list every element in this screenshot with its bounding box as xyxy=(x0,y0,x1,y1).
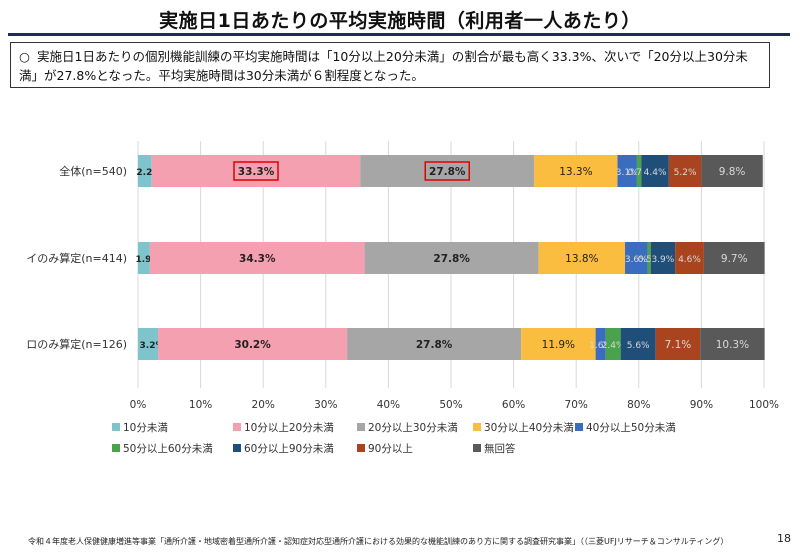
bar-segment xyxy=(138,242,150,274)
data-label: 3.6% xyxy=(625,255,648,265)
category-label: 全体(n=540) xyxy=(59,164,127,178)
data-label: 5.2% xyxy=(674,168,697,178)
data-label: 11.9% xyxy=(542,339,575,351)
data-label: 1.6% xyxy=(589,341,612,351)
bar-segment xyxy=(620,328,656,360)
bar-segment xyxy=(636,155,642,187)
bar-segment xyxy=(625,242,648,274)
data-label: 33.3% xyxy=(238,166,275,178)
legend-label: 無回答 xyxy=(484,442,516,455)
bar-segment xyxy=(605,328,621,360)
data-label: 30.2% xyxy=(234,339,271,351)
data-label: 13.8% xyxy=(565,253,598,265)
legend-swatch xyxy=(233,423,241,431)
x-tick-label: 10% xyxy=(189,399,212,411)
bar-segment xyxy=(703,242,765,274)
legend-swatch xyxy=(473,444,481,452)
data-label: 2.2% xyxy=(136,168,161,178)
x-tick-label: 20% xyxy=(252,399,275,411)
data-label: 10.3% xyxy=(716,339,749,351)
data-label: 7.1% xyxy=(665,339,692,351)
bar-segment xyxy=(655,328,701,360)
legend-label: 30分以上40分未満 xyxy=(484,422,574,434)
category-label: ロのみ算定(n=126) xyxy=(26,337,127,351)
legend-label: 60分以上90分未満 xyxy=(244,443,334,455)
bar-segment xyxy=(668,155,702,187)
data-label: 34.3% xyxy=(239,253,276,265)
data-label: 27.8% xyxy=(433,253,470,265)
data-label: 1.9% xyxy=(135,255,160,265)
bar-segment xyxy=(360,155,535,187)
data-label: 0.7% xyxy=(628,168,651,178)
x-tick-label: 50% xyxy=(439,399,462,411)
bar-segment xyxy=(138,155,152,187)
bar-segment xyxy=(675,242,704,274)
bar-segment xyxy=(158,328,348,360)
legend-label: 40分以上50分未満 xyxy=(586,422,676,434)
bar-segment xyxy=(149,242,365,274)
data-label: 27.8% xyxy=(416,339,453,351)
x-tick-label: 80% xyxy=(627,399,650,411)
x-tick-label: 30% xyxy=(314,399,337,411)
summary-bullet: ○ xyxy=(19,49,30,64)
legend-swatch xyxy=(473,423,481,431)
legend-swatch xyxy=(112,444,120,452)
data-label: 3.2% xyxy=(140,341,165,351)
data-label: 13.3% xyxy=(559,166,592,178)
legend-swatch xyxy=(233,444,241,452)
title-underline xyxy=(8,33,790,36)
bar-segment xyxy=(347,328,522,360)
x-tick-label: 0% xyxy=(130,399,147,411)
legend-swatch xyxy=(575,423,583,431)
legend-label: 50分以上60分未満 xyxy=(123,443,213,455)
legend-swatch xyxy=(357,423,365,431)
bar-segment xyxy=(538,242,626,274)
bars: 2.2% 33.3% 27.8% 13.3% 3.1%0.7%4.4% 5.2% 9.8% 1… xyxy=(135,155,765,360)
data-label: 0.5% xyxy=(638,255,661,265)
legend-swatch xyxy=(112,423,120,431)
bar-segment xyxy=(364,242,539,274)
bar-segment xyxy=(650,242,676,274)
highlight-box xyxy=(424,161,470,181)
bar-segment xyxy=(595,328,606,360)
category-label: イのみ算定(n=414) xyxy=(26,251,127,265)
data-label: 3.1% xyxy=(616,168,639,178)
data-label: 27.8% xyxy=(429,166,466,178)
data-label: 9.7% xyxy=(721,253,748,265)
summary-box: ○ 実施日1日あたりの個別機能訓練の平均実施時間は「10分以上20分未満」の割合が… xyxy=(10,42,770,88)
data-label: 2.4% xyxy=(602,341,625,351)
bar-segment xyxy=(647,242,651,274)
summary-text: 実施日1日あたりの個別機能訓練の平均実施時間は「10分以上20分未満」の割合が最… xyxy=(19,49,748,83)
bar-segment xyxy=(617,155,637,187)
bar-segment xyxy=(534,155,618,187)
bar-segment xyxy=(138,328,159,360)
footer-source: 令和４年度老人保健健康増進等事業「通所介護・地域密着型通所介護・認知症対応型通所… xyxy=(28,537,729,546)
bar-segment xyxy=(700,328,765,360)
data-label: 3.9% xyxy=(651,255,674,265)
legend-label: 10分以上20分未満 xyxy=(244,422,334,434)
page-title: 実施日1日あたりの平均実施時間（利用者一人あたり） xyxy=(159,10,641,32)
data-label: 4.4% xyxy=(644,168,667,178)
bar-segment xyxy=(151,155,361,187)
legend-label: 10分未満 xyxy=(123,422,168,434)
data-label: 4.6% xyxy=(678,255,701,265)
legend-label: 90分以上 xyxy=(368,443,413,455)
bar-segment xyxy=(641,155,669,187)
data-label: 5.6% xyxy=(627,341,650,351)
x-tick-label: 40% xyxy=(377,399,400,411)
page-number: 18 xyxy=(777,532,791,545)
highlight-box xyxy=(233,161,279,181)
x-tick-label: 60% xyxy=(502,399,525,411)
legend: 10分未満 10分以上20分未満 20分以上30分未満 30分以上40分未満 40分以上… xyxy=(112,422,676,455)
data-label: 9.8% xyxy=(719,166,746,178)
x-tick-label: 90% xyxy=(690,399,713,411)
axes: 0% 10% 20% 30% 40% 50% 60% 70% 80% 90% 100% 全体(n=54… xyxy=(26,164,779,411)
legend-swatch xyxy=(357,444,365,452)
x-tick-label: 70% xyxy=(565,399,588,411)
x-tick-label: 100% xyxy=(749,399,779,411)
bar-segment xyxy=(521,328,596,360)
bar-segment xyxy=(701,155,763,187)
legend-label: 20分以上30分未満 xyxy=(368,422,458,434)
